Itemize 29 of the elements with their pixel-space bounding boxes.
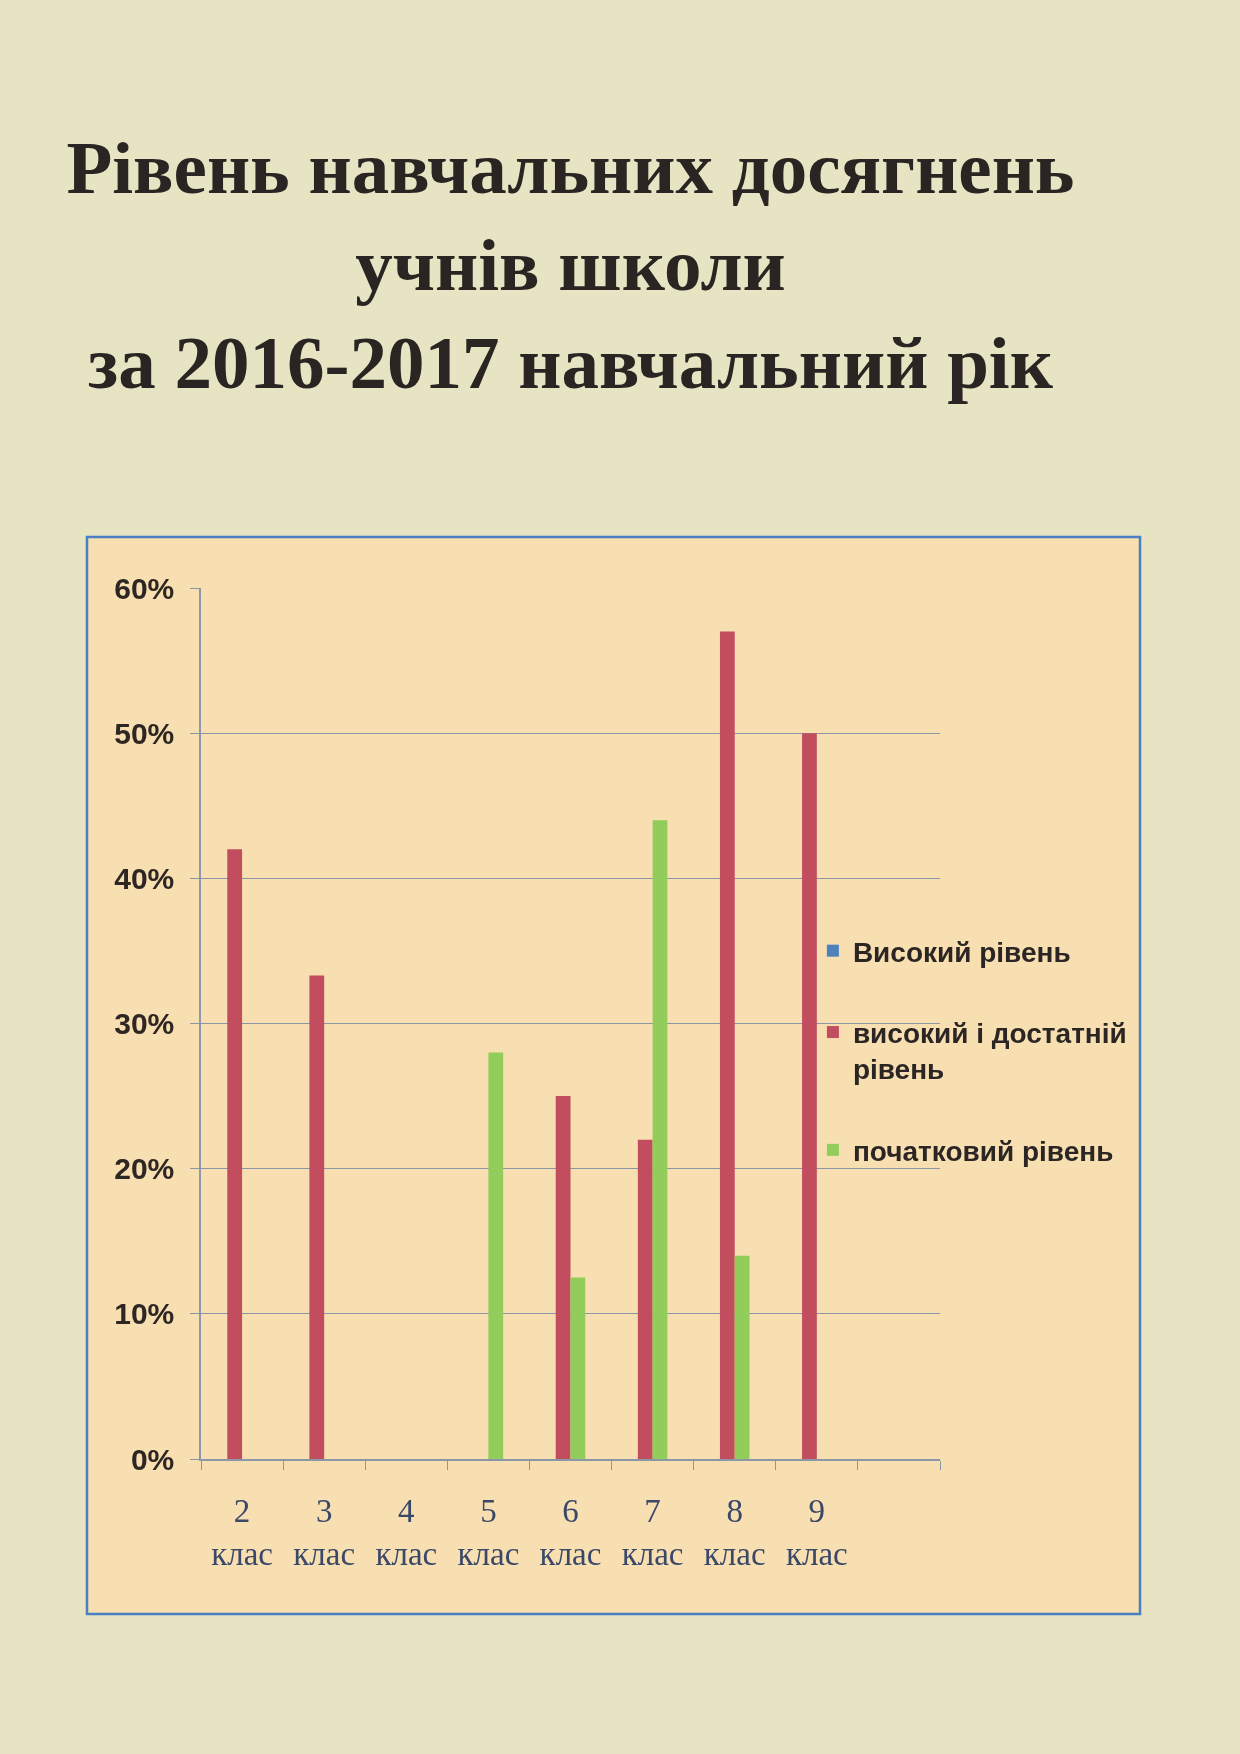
bar: [734, 1255, 750, 1459]
y-tick-label: 20%: [114, 1152, 175, 1186]
bar: [652, 820, 668, 1459]
x-tick-label: 5 клас: [457, 1493, 520, 1573]
legend-label: Високий рівень: [852, 936, 1071, 968]
x-tick-label: 2 клас: [211, 1493, 273, 1573]
legend-label: високий і достатній рівень: [852, 1017, 1127, 1086]
chart-title: Рівень навчальних досягнень учнів школи за 2016-2017 навчальний рік: [66, 125, 1075, 404]
bar: [802, 733, 817, 1459]
x-tick-label: 3 клас: [293, 1493, 356, 1573]
bar: [488, 1052, 504, 1459]
x-tick-label: 6 клас: [539, 1493, 602, 1573]
x-tick-label: 7 клас: [621, 1493, 684, 1573]
bar: [555, 1096, 571, 1459]
y-tick-label: 50%: [114, 716, 175, 750]
y-tick-label: 60%: [114, 571, 175, 605]
bar: [719, 631, 735, 1459]
x-tick-label: 8 клас: [703, 1493, 766, 1573]
y-tick-label: 10%: [114, 1297, 175, 1331]
bar: [309, 975, 325, 1459]
y-tick-label: 40%: [114, 861, 175, 895]
y-tick-label: 30%: [114, 1007, 175, 1040]
x-tick-label: 9 клас: [785, 1493, 848, 1573]
x-tick-label: 4 клас: [375, 1493, 438, 1573]
bar: [570, 1277, 586, 1459]
legend-label: початковий рівень: [852, 1135, 1114, 1167]
bar: [637, 1139, 653, 1459]
bar: [227, 849, 243, 1459]
y-tick-label: 0%: [130, 1442, 175, 1476]
